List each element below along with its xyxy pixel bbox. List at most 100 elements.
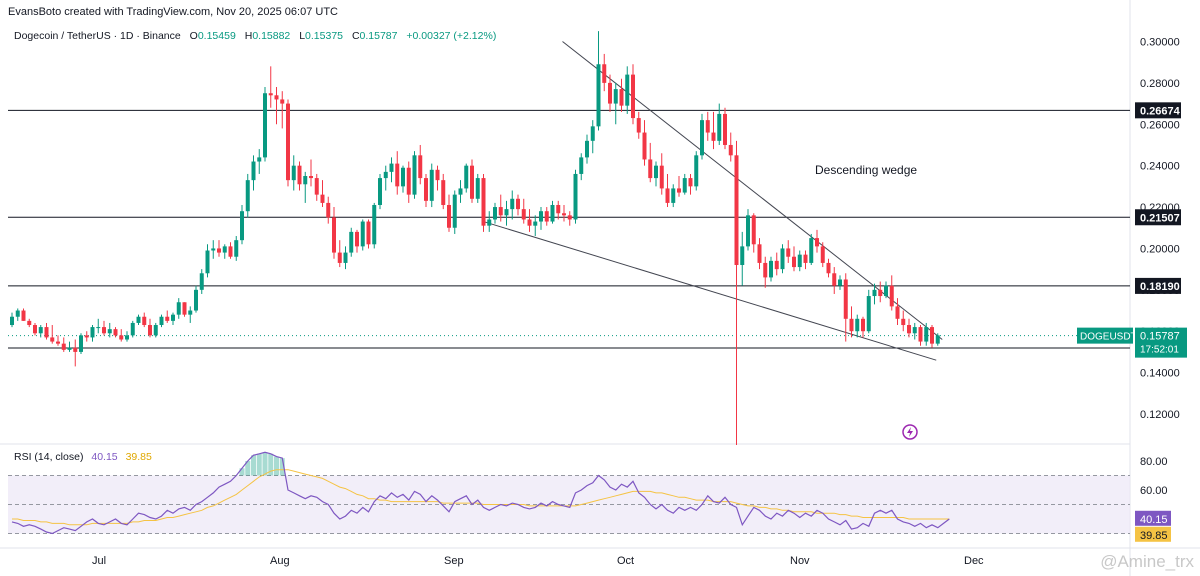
candle-body [631,74,635,119]
candle-body [84,335,89,338]
candle-body [843,279,848,319]
rsi-ma-value: 39.85 [125,451,152,463]
candle-body [895,306,900,319]
candle-body [562,213,566,216]
rsi-tick-label: 60.00 [1140,485,1168,497]
candle-body [349,231,354,253]
candle-body [487,219,492,226]
candle-body [786,248,791,257]
candle-body [648,159,653,179]
candle-body [412,155,417,195]
candle-body [119,335,124,340]
candle-body [550,204,555,222]
level-price-tag [1135,277,1181,294]
candle-body [878,289,883,297]
candle-body [527,219,532,226]
candle-body [199,273,204,290]
candle-body [659,165,664,189]
candle-body [286,103,290,181]
candle-body [314,178,319,195]
candle-body [326,202,331,218]
rsi-value-tag-label: 40.15 [1140,514,1168,526]
candle-body [343,252,348,263]
symbol-legend: Dogecoin / TetherUS · 1D · Binance O0.15… [14,30,496,42]
candle-body [734,155,739,265]
candle-body [61,343,66,350]
candle-body [924,327,929,342]
candle-body [395,163,400,187]
candle-body [211,248,216,251]
candle-body [159,316,164,326]
level-price-label: 0.21507 [1140,212,1180,224]
candle-body [107,329,112,334]
candle-body [717,113,722,141]
candle-body [866,296,871,332]
price-tick-label: 0.20000 [1140,243,1180,255]
candle-body [493,207,497,220]
candle-body [360,221,365,247]
candle-body [694,155,699,187]
candle-body [188,310,193,315]
candle-body [930,327,934,344]
candle-body [383,171,388,179]
candle-body [539,211,543,222]
price-tick-label: 0.26000 [1140,119,1180,131]
candle-body [96,327,101,329]
candle-body [918,327,923,342]
rsi-title: RSI (14, close) [14,451,84,463]
candle-body [320,194,325,203]
candle-body [372,204,377,245]
candle-body [688,178,693,187]
candle-body [872,289,877,297]
candle-body [73,347,78,352]
candle-body [182,302,187,315]
candle-body [303,176,308,185]
candle-body [10,316,14,326]
candle-body [406,167,411,195]
candle-body [579,157,584,174]
level-price-tag [1135,102,1181,119]
time-axis-label: Oct [617,555,634,567]
time-axis-label: Dec [964,555,984,567]
candle-body [912,327,917,334]
candle-body [263,93,267,158]
candle-body [257,157,262,162]
candle-body [56,341,60,344]
candle-body [355,231,359,247]
candle-body [401,167,405,187]
candle-body [820,246,825,263]
candle-body [861,318,865,332]
candle-body [27,320,32,326]
candle-body [849,318,854,332]
candle-body [102,327,106,334]
candle-body [113,329,118,336]
candle-body [602,64,607,83]
candle-body [148,325,152,336]
candle-body [884,285,888,297]
candle-body [67,347,72,350]
candle-body [291,165,296,181]
lightning-bolt-icon [907,427,913,437]
candle-body [642,132,647,160]
candle-body [366,221,371,245]
candle-body [677,188,681,193]
candle-body [590,126,595,141]
candle-body [826,262,831,274]
candle-body [475,178,480,199]
open-label: O [189,30,198,42]
candle-body [780,248,785,270]
candle-body [481,178,486,226]
time-axis-label: Aug [270,555,290,567]
candle-body [15,310,20,317]
high-value: 0.15882 [252,30,291,42]
candle-body [268,93,273,96]
candle-body [90,327,95,338]
candle-body [889,285,894,307]
created-by-header: EvansBoto created with TradingView.com, … [8,6,338,18]
candle-body [142,316,147,326]
candle-body [935,335,940,344]
candle-body [332,217,336,253]
time-axis-label: Jul [92,555,106,567]
price-tick-label: 0.28000 [1140,78,1180,90]
